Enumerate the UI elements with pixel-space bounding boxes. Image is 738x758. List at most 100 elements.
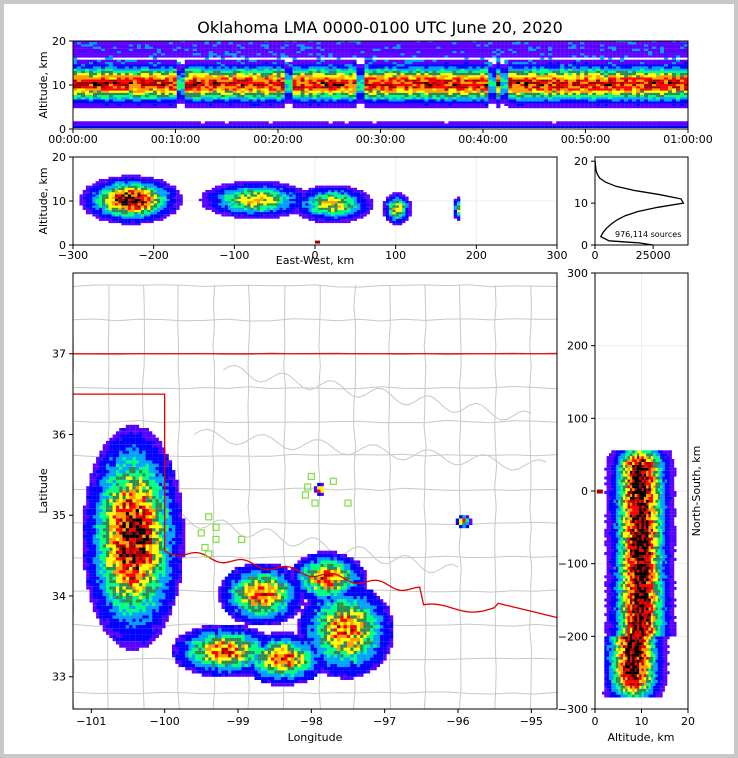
time-density-cell: [280, 77, 285, 80]
time-density-cell: [316, 70, 321, 73]
time-density-cell: [552, 94, 557, 98]
time-density-cell: [104, 53, 109, 56]
time-density-cell: [260, 55, 265, 58]
time-density-cell: [304, 81, 309, 84]
time-density-cell: [93, 61, 98, 65]
time-density-cell: [588, 83, 593, 87]
time-density-cell: [592, 64, 597, 67]
time-density-cell: [340, 41, 345, 43]
time-density-cell: [392, 105, 397, 109]
time-density-cell: [476, 77, 481, 80]
time-density-cell: [600, 97, 605, 100]
time-density-cell: [440, 90, 445, 93]
time-density-cell: [400, 61, 405, 65]
time-density-cell: [196, 97, 201, 100]
time-density-cell: [564, 42, 569, 45]
time-density-cell: [360, 94, 365, 98]
time-density-cell: [604, 94, 609, 98]
time-density-cell: [504, 50, 509, 54]
time-density-cell: [160, 61, 165, 65]
time-density-cell: [200, 61, 205, 65]
time-density-cell: [188, 55, 193, 58]
time-density-cell: [336, 75, 341, 78]
time-density-cell: [276, 57, 281, 60]
time-density-cell: [288, 77, 293, 80]
time-density-cell: [572, 88, 577, 91]
time-density-cell: [85, 77, 90, 80]
time-density-cell: [448, 97, 453, 100]
time-density-cell: [168, 53, 173, 56]
time-density-cell: [128, 42, 133, 45]
time-density-cell: [240, 68, 245, 71]
time-density-cell: [440, 41, 445, 43]
time-density-cell: [73, 61, 78, 65]
time-density-cell: [384, 61, 389, 65]
time-density-cell: [404, 70, 409, 73]
time-density-cell: [432, 50, 437, 54]
time-density-cell: [400, 83, 405, 87]
time-density-cell: [512, 59, 517, 62]
time-density-cell: [260, 77, 265, 80]
time-density-cell: [640, 90, 645, 93]
time-density-cell: [368, 103, 373, 106]
time-density-cell: [548, 55, 553, 58]
time-density-cell: [292, 68, 297, 71]
time-density-cell: [272, 125, 277, 128]
time-density-cell: [500, 68, 505, 71]
time-density-cell: [660, 123, 665, 126]
time-density-cell: [108, 83, 113, 87]
time-density-cell: [200, 55, 205, 58]
time-density-cell: [81, 125, 86, 128]
time-density-cell: [644, 77, 649, 80]
time-density-cell: [344, 44, 349, 47]
time-density-cell: [340, 44, 345, 47]
time-density-cell: [664, 64, 669, 67]
time-density-cell: [184, 101, 189, 104]
time-density-cell: [216, 50, 221, 54]
time-density-cell: [600, 99, 605, 102]
time-density-cell: [460, 42, 465, 45]
time-density-cell: [584, 42, 589, 45]
time-density-cell: [576, 83, 581, 87]
time-density-cell: [480, 90, 485, 93]
time-density-cell: [328, 79, 333, 82]
time-density-cell: [348, 121, 353, 124]
time-density-cell: [632, 123, 637, 126]
time-density-cell: [564, 72, 569, 76]
time-density-cell: [496, 46, 501, 49]
time-density-cell: [416, 55, 421, 58]
time-density-cell: [620, 53, 625, 56]
time-density-cell: [412, 99, 417, 102]
time-density-cell: [672, 94, 677, 98]
time-density-cell: [332, 70, 337, 73]
time-density-cell: [628, 101, 633, 104]
time-density-cell: [476, 42, 481, 45]
time-density-cell: [132, 77, 137, 80]
time-density-cell: [524, 103, 529, 106]
time-density-cell: [224, 41, 229, 43]
time-density-cell: [576, 125, 581, 128]
time-density-cell: [116, 90, 121, 93]
time-density-cell: [85, 55, 90, 58]
time-density-cell: [436, 44, 441, 47]
time-density-cell: [648, 105, 653, 109]
time-density-cell: [292, 66, 297, 69]
time-density-cell: [600, 90, 605, 93]
time-density-cell: [464, 86, 469, 89]
time-density-cell: [388, 53, 393, 56]
time-density-cell: [628, 53, 633, 56]
time-density-cell: [140, 61, 145, 65]
time-density-cell: [644, 66, 649, 69]
time-density-cell: [272, 66, 277, 69]
time-density-cell: [616, 121, 621, 124]
time-density-cell: [428, 75, 433, 78]
time-density-cell: [556, 92, 561, 95]
time-density-cell: [496, 88, 501, 91]
time-density-cell: [596, 55, 601, 58]
time-density-cell: [368, 42, 373, 45]
time-density-cell: [632, 42, 637, 45]
time-density-cell: [93, 41, 98, 43]
time-density-cell: [580, 125, 585, 128]
time-density-cell: [272, 90, 277, 93]
time-density-cell: [216, 92, 221, 95]
